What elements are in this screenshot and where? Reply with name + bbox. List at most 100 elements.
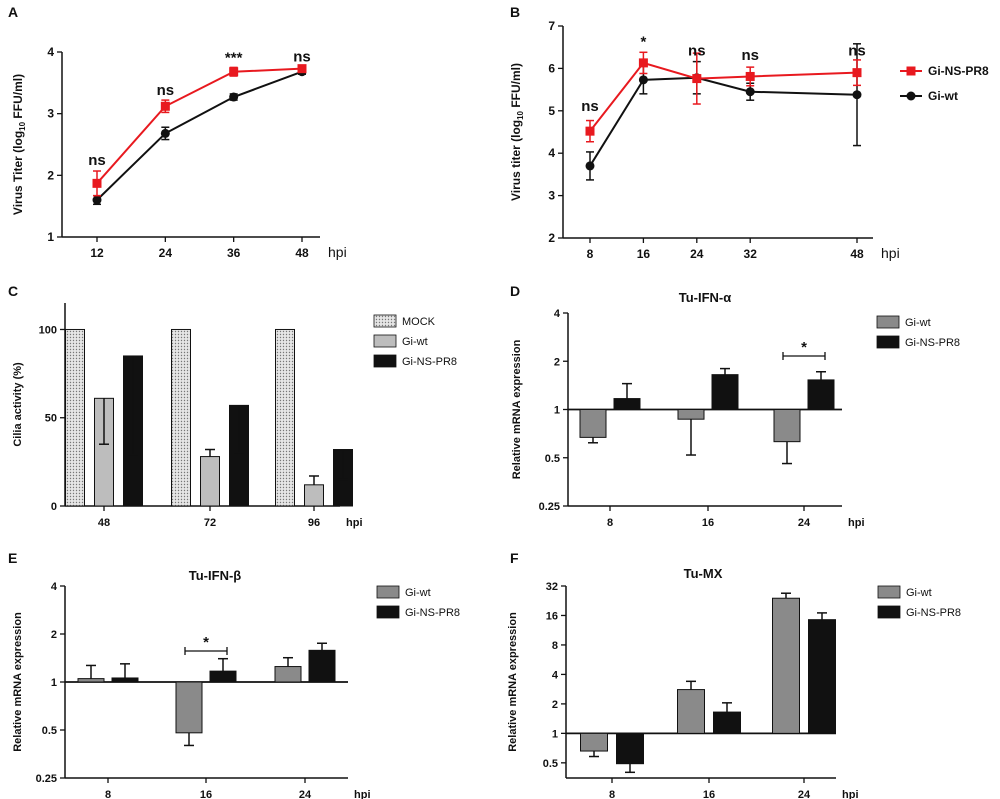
bar-Gi-NS-PR8-24 <box>807 379 835 410</box>
y-tick-label: 1 <box>47 230 54 244</box>
legend-swatch <box>376 605 400 619</box>
legend-swatch <box>876 335 900 349</box>
y-axis-label: Relative mRNA expression <box>511 339 523 479</box>
data-point <box>638 75 648 85</box>
bar-Gi-wt-24 <box>772 597 800 734</box>
data-point <box>638 58 648 68</box>
legend-swatch <box>373 354 397 368</box>
y-axis-label: Virus Titer (log10 FFU/ml) <box>11 74 27 215</box>
series-Gi-NS-PR8 <box>585 51 862 143</box>
x-tick-label: 12 <box>90 246 104 260</box>
legend-label: Gi-wt <box>405 587 431 599</box>
legend-swatch <box>373 314 397 328</box>
bar-MOCK-96 <box>275 328 295 507</box>
bar-Gi-wt-96 <box>304 484 324 507</box>
legend-label: Gi-NS-PR8 <box>905 337 960 349</box>
data-point <box>229 92 239 102</box>
y-tick-label: 50 <box>45 413 57 425</box>
y-axis-label: Relative mRNA expression <box>507 612 519 752</box>
legend-swatch <box>877 585 901 599</box>
bar-Gi-NS-PR8-8 <box>111 677 139 683</box>
series-line <box>96 67 303 185</box>
y-tick-label: 5 <box>548 104 555 118</box>
legend-label: Gi-NS-PR8 <box>928 64 989 78</box>
bar-Gi-NS-PR8-16 <box>209 670 237 683</box>
x-tick-label: 24 <box>159 246 173 260</box>
data-point <box>229 67 239 77</box>
y-tick-label: 4 <box>554 308 561 320</box>
legend-label: Gi-wt <box>928 89 958 103</box>
x-tick-label: 24 <box>798 517 811 529</box>
x-tick-label: 96 <box>308 517 320 529</box>
x-axis-label: hpi <box>346 517 363 529</box>
bar-Gi-NS-PR8-24 <box>808 619 836 734</box>
legend-label: Gi-NS-PR8 <box>405 607 460 619</box>
data-point <box>745 87 755 97</box>
series-Gi-wt <box>585 43 862 181</box>
x-axis-label: hpi <box>328 244 347 260</box>
bar-Gi-wt-24 <box>773 409 801 443</box>
x-tick-label: 24 <box>690 247 704 261</box>
bar-Gi-NS-PR8-24 <box>308 649 336 683</box>
legend-marker <box>906 91 916 101</box>
x-tick-label: 48 <box>98 517 110 529</box>
x-tick-label: 8 <box>587 247 594 261</box>
data-point <box>852 68 862 78</box>
legend-label: Gi-wt <box>905 317 931 329</box>
series-line <box>589 61 858 132</box>
legend-label: MOCK <box>402 316 436 328</box>
bar-Gi-wt-8 <box>580 732 608 752</box>
panel-B: B 2 3 4 5 6 7 8 16 24 32 48 hpi Virus titer (log10 FF… <box>509 4 989 261</box>
x-tick-label: 32 <box>744 247 758 261</box>
data-point <box>852 90 862 100</box>
bar-Gi-NS-PR8-8 <box>613 398 641 410</box>
y-tick-label: 4 <box>552 669 559 681</box>
legend-swatch <box>877 605 901 619</box>
y-tick-label: 1 <box>554 405 560 417</box>
data-point <box>692 74 702 84</box>
chart-title: Tu-IFN-α <box>679 290 732 305</box>
series-line <box>96 70 303 201</box>
y-tick-label: 4 <box>47 45 54 59</box>
data-point <box>160 101 170 111</box>
significance-label: ns <box>688 43 706 60</box>
significance-label: ns <box>581 98 599 115</box>
bar-Gi-wt-72 <box>200 456 220 507</box>
bar-Gi-NS-PR8-16 <box>711 374 739 411</box>
significance-label: ns <box>88 152 106 169</box>
x-tick-label: 8 <box>105 789 111 799</box>
y-tick-label: 8 <box>552 640 558 652</box>
bar-Gi-wt-8 <box>77 678 105 683</box>
y-tick-label: 0.5 <box>545 453 560 465</box>
panel-C: C 0 50 100 48 72 96 hpi Cilia activity (%) MOCK Gi… <box>8 283 457 529</box>
bar-Gi-wt-8 <box>579 409 607 438</box>
series-line <box>589 76 858 167</box>
legend-swatch <box>876 315 900 329</box>
legend-swatch <box>376 585 400 599</box>
bar-Gi-wt-16 <box>677 689 705 734</box>
legend-label: Gi-NS-PR8 <box>402 356 457 368</box>
significance-label: ns <box>157 82 175 99</box>
x-tick-label: 16 <box>703 789 715 799</box>
chart-title: Tu-MX <box>684 566 723 581</box>
significance-label: ns <box>848 43 866 60</box>
y-tick-label: 0.25 <box>36 773 57 785</box>
x-axis-label: hpi <box>354 789 371 799</box>
x-tick-label: 8 <box>607 517 613 529</box>
data-point <box>297 64 307 74</box>
bar-MOCK-72 <box>171 328 191 507</box>
y-tick-label: 3 <box>47 107 54 121</box>
x-tick-label: 16 <box>200 789 212 799</box>
legend-marker <box>906 66 916 76</box>
series-Gi-NS-PR8 <box>92 64 307 197</box>
y-tick-label: 2 <box>554 356 560 368</box>
panel-label: D <box>510 283 520 299</box>
x-axis-label: hpi <box>881 245 900 261</box>
bar-MOCK-48 <box>65 328 85 507</box>
y-axis-label: Cilia activity (%) <box>12 362 24 447</box>
data-point <box>92 178 102 188</box>
bar-Gi-wt-16 <box>175 681 203 734</box>
